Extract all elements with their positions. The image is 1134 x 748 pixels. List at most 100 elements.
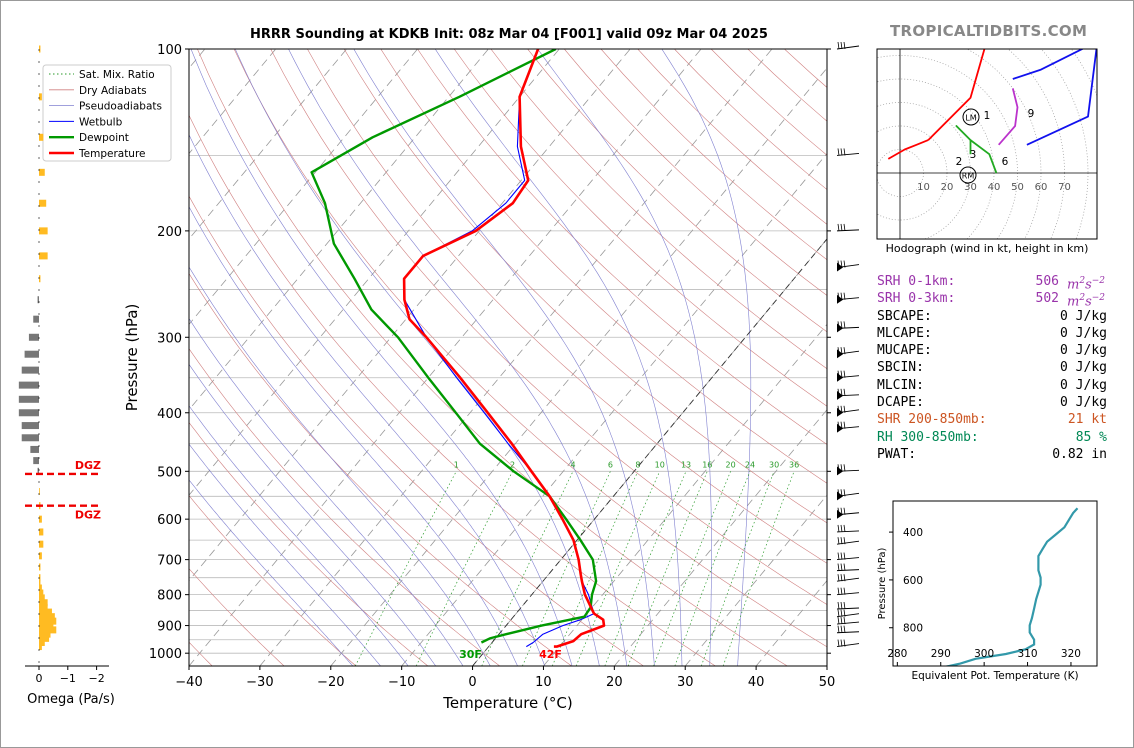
index-row: PWAT: 0.82 in — [877, 446, 1117, 463]
theta-e-x-tick-label: 300 — [974, 648, 994, 660]
mixing-ratio-label: 16 — [702, 460, 712, 469]
srh-unit: m2s−2 — [1067, 293, 1106, 310]
moist-adiabat — [661, 49, 752, 666]
mixing-ratio-label: 13 — [681, 460, 691, 469]
wind-barb-flag — [840, 507, 843, 515]
hodograph-ring-label: 10 — [917, 182, 930, 193]
freezing-isotherm — [472, 238, 827, 666]
wind-barb-flag — [843, 552, 846, 560]
dewpoint-profile — [310, 49, 598, 644]
wind-barb-flag — [840, 625, 843, 633]
hodograph-ring-label: 50 — [1011, 182, 1024, 193]
omega-bar — [39, 608, 52, 616]
wind-barb-flag — [843, 405, 846, 413]
wind-barb — [836, 540, 860, 545]
legend-entry: Wetbulb — [79, 116, 123, 128]
mixing-ratio-label: 2 — [510, 460, 515, 469]
chart-title: HRRR Sounding at KDKB Init: 08z Mar 04 [… — [250, 27, 768, 42]
omega-bar — [39, 563, 41, 571]
dry-adiabat — [189, 195, 644, 666]
omega-bar — [39, 168, 45, 176]
hodograph-height-label: 1 — [984, 110, 991, 122]
index-label: SHR 200-850mb: — [877, 412, 987, 428]
mixing-ratio-label: 24 — [745, 460, 755, 469]
index-label: PWAT: — [877, 446, 917, 462]
wind-barb-flag — [840, 563, 843, 571]
surface-temp-label: 42F — [539, 648, 562, 661]
moist-adiabat — [537, 49, 712, 666]
surface-dewpoint-label: 30F — [459, 648, 482, 661]
pressure-tick-label: 400 — [157, 407, 182, 422]
wind-barb-flag — [843, 41, 846, 50]
omega-bar — [39, 634, 50, 642]
storm-motion-marker — [962, 108, 980, 126]
omega-bar — [39, 133, 44, 141]
hodograph-ring-label: 30 — [964, 182, 977, 193]
temperature-tick-label: −40 — [175, 675, 202, 690]
index-label: SBCAPE: — [877, 308, 932, 324]
dry-adiabat — [453, 49, 827, 407]
isotherm-line — [189, 49, 347, 240]
wind-barb-flag — [837, 388, 840, 396]
wind-barb-flag — [837, 537, 840, 545]
wind-barb-flag — [843, 321, 846, 329]
wind-barb-flag — [843, 639, 846, 647]
pressure-tick-label: 100 — [157, 43, 182, 58]
omega-bar — [39, 540, 44, 548]
omega-bar — [39, 603, 48, 611]
isotherm-line — [259, 49, 773, 666]
mixing-ratio-line — [604, 471, 687, 666]
mixing-ratio-line — [551, 471, 639, 666]
omega-bar — [39, 488, 40, 496]
wind-barb-flag — [837, 292, 840, 300]
pressure-tick-label: 200 — [157, 225, 182, 240]
mixing-ratio-line — [627, 471, 708, 666]
isotherm-line — [189, 49, 560, 496]
theta-e-profile — [943, 507, 1079, 666]
storm-motion-label: RM — [962, 172, 975, 181]
wind-barb — [836, 45, 860, 50]
mixing-ratio-label: 4 — [570, 460, 575, 469]
theta-e-y-axis-label: Pressure (hPa) — [877, 548, 888, 620]
wind-barb-flag — [837, 617, 840, 625]
legend-box — [42, 64, 172, 162]
omega-tick-label: 0 — [36, 672, 43, 685]
omega-bar — [39, 552, 42, 560]
dgz-label-top: DGZ — [75, 459, 101, 472]
index-label: DCAPE: — [877, 395, 924, 411]
moist-adiabat — [189, 363, 436, 666]
legend-entry: Pseudoadiabats — [79, 101, 162, 113]
moist-adiabat — [434, 49, 683, 666]
wind-barb-flag — [837, 587, 840, 595]
moist-adiabat — [189, 317, 464, 666]
wind-barb — [836, 577, 860, 582]
temperature-tick-label: 20 — [606, 675, 623, 690]
wind-barb-flag — [837, 552, 840, 560]
omega-axis-label: Omega (Pa/s) — [27, 692, 115, 707]
pressure-tick-label: 800 — [157, 589, 182, 604]
mixing-ratio-label: 8 — [635, 460, 640, 469]
wind-barb — [836, 607, 860, 610]
index-label: SRH 0-3km: — [877, 291, 956, 307]
index-value: 0 J/kg — [1060, 377, 1107, 393]
mixing-ratio-label: 10 — [655, 460, 665, 469]
moist-adiabat — [189, 206, 518, 666]
index-row: SBCIN: 0 J/kg — [877, 359, 1117, 376]
omega-bar — [33, 315, 39, 323]
hodograph-trace — [887, 139, 929, 160]
wind-barb — [836, 229, 860, 232]
index-value: 0.82 in — [1052, 446, 1107, 462]
index-row: SRH 0-3km: 502 m2s−2 — [877, 290, 1117, 310]
wetbulb-profile — [403, 49, 595, 648]
hodograph-area: 10 20 30 40 50 60 70 1 23 6 9 LM RM — [877, 49, 1097, 239]
isotherm-line — [401, 152, 827, 666]
dry-adiabat — [527, 49, 827, 333]
srh-unit: m2s−2 — [1067, 276, 1106, 293]
index-row: RH 300-850mb: 85 % — [877, 429, 1117, 446]
temperature-tick-label: 0 — [468, 675, 476, 690]
theta-e-x-axis-label: Equivalent Pot. Temperature (K) — [911, 670, 1078, 682]
wind-barb-flag — [837, 601, 840, 610]
wind-barb — [836, 569, 860, 572]
wind-barb-flag — [837, 370, 840, 378]
skewt-x-axis-label: Temperature (°C) — [442, 694, 572, 712]
